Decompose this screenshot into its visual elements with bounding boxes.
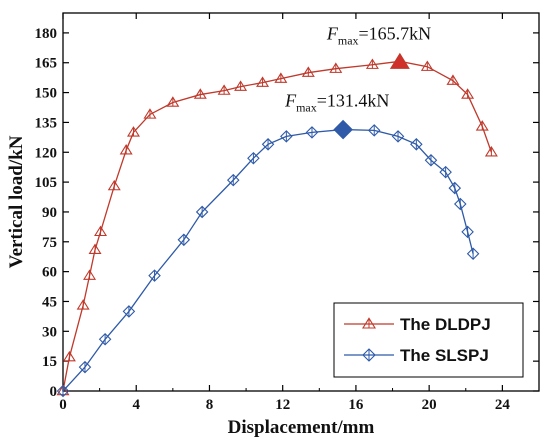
- x-tick-label: 4: [132, 397, 140, 413]
- data-point: [448, 181, 462, 195]
- series-layer: [56, 55, 498, 398]
- axis-ticks: 0 4 8 12 16 20 24 0 15 30 45 60 75 90 105 120 135 150 165 1…: [35, 13, 539, 413]
- peaks-layer: Fmax=165.7kN Fmax=131.4kN: [284, 23, 431, 140]
- data-point: [466, 247, 480, 261]
- y-tick-label: 135: [35, 115, 58, 131]
- legend: The DLDPJ The SLSPJ: [333, 302, 524, 378]
- y-tick-label: 90: [42, 205, 57, 221]
- data-point: [391, 130, 405, 143]
- data-point: [56, 384, 70, 398]
- y-tick-label: 15: [42, 354, 57, 370]
- data-point: [410, 138, 423, 151]
- legend-box: [333, 302, 524, 378]
- y-tick-label: 105: [35, 175, 58, 191]
- y-tick-label: 180: [35, 26, 58, 42]
- plot-frame: [62, 12, 540, 392]
- data-point: [424, 153, 438, 167]
- data-point: [461, 225, 474, 239]
- data-point: [453, 197, 467, 211]
- data-point: [122, 305, 136, 318]
- data-point: [261, 138, 275, 151]
- y-tick-label: 150: [35, 86, 58, 102]
- series-the-slspj: [56, 123, 480, 398]
- series-line: [62, 128, 474, 392]
- legend-label: The DLDPJ: [400, 315, 491, 334]
- y-tick-label: 0: [50, 384, 58, 400]
- data-point: [247, 151, 260, 165]
- y-tick-label: 45: [42, 294, 57, 310]
- y-tick-label: 75: [42, 235, 57, 251]
- series-the-dldpj: [56, 55, 498, 396]
- data-point: [367, 124, 381, 137]
- y-tick-label: 30: [42, 324, 57, 340]
- data-point: [177, 233, 191, 247]
- data-point: [305, 126, 319, 139]
- data-point: [439, 165, 452, 179]
- x-tick-label: 16: [348, 397, 364, 413]
- data-point: [280, 130, 293, 143]
- y-tick-label: 165: [35, 56, 58, 72]
- legend-items: The DLDPJ The SLSPJ: [344, 315, 491, 365]
- y-axis-title: Vertical load/kN: [6, 135, 27, 268]
- x-tick-label: 20: [422, 397, 437, 413]
- peak-annotation: Fmax=165.7kN: [326, 23, 431, 47]
- legend-item: The SLSPJ: [344, 346, 489, 365]
- data-point: [78, 360, 92, 374]
- x-tick-label: 0: [59, 397, 67, 413]
- x-axis-title: Displacement/mm: [228, 417, 375, 438]
- x-tick-label: 12: [275, 397, 290, 413]
- y-tick-label: 120: [35, 145, 58, 161]
- data-point: [148, 269, 161, 282]
- x-tick-label: 24: [495, 397, 511, 413]
- y-tick-label: 60: [42, 265, 57, 281]
- data-point: [226, 173, 240, 187]
- peak-marker: [389, 52, 410, 69]
- legend-item: The DLDPJ: [344, 315, 491, 334]
- x-tick-label: 8: [206, 397, 214, 413]
- legend-label: The SLSPJ: [400, 346, 489, 365]
- peak-annotation: Fmax=131.4kN: [284, 91, 389, 115]
- data-point: [195, 205, 209, 219]
- peak-marker: [333, 119, 353, 140]
- data-point: [98, 332, 112, 346]
